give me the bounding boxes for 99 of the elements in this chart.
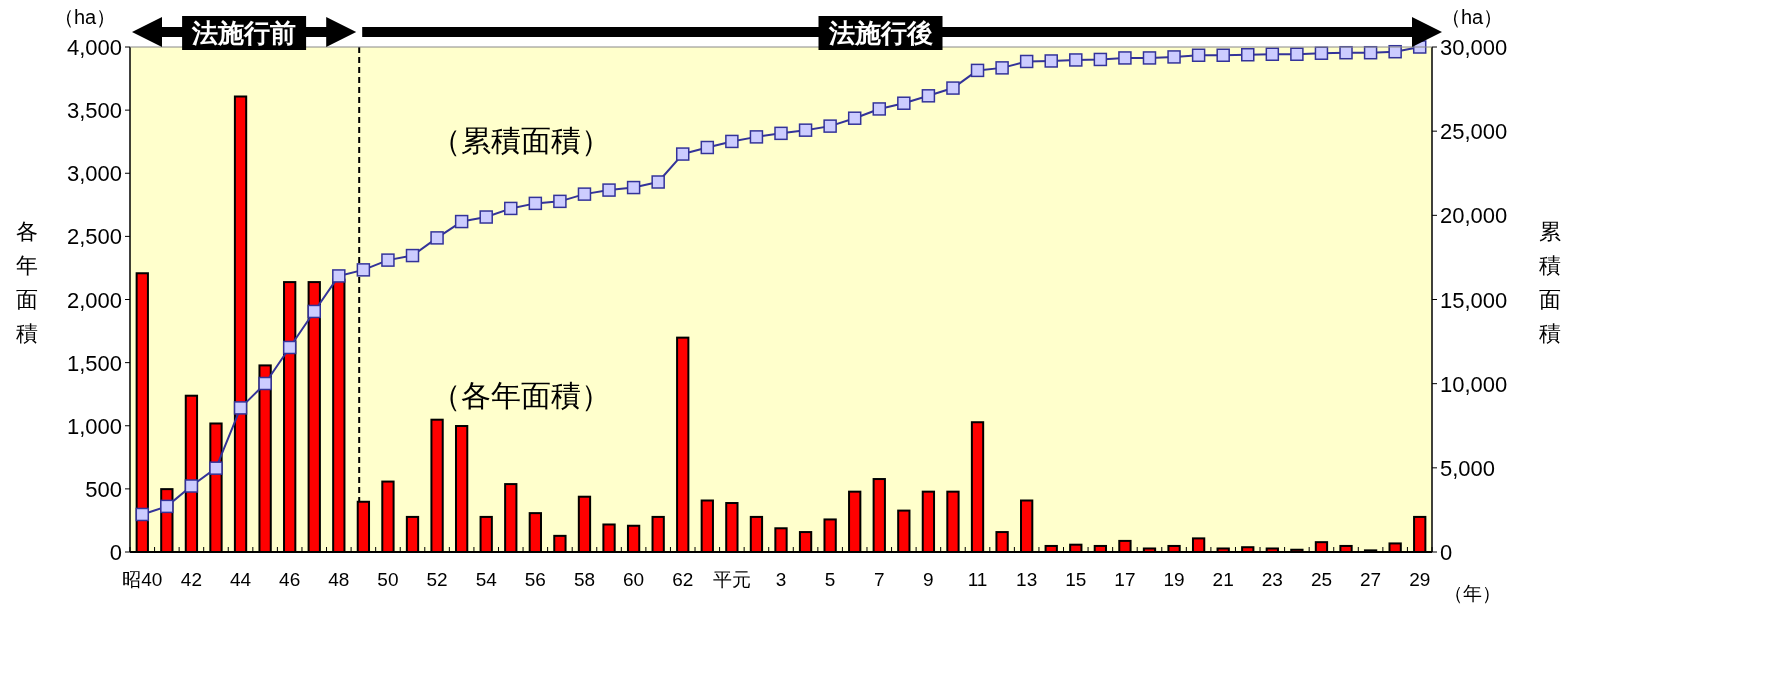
point — [602, 183, 616, 197]
point — [405, 248, 420, 263]
x-tick-label: 54 — [475, 569, 498, 590]
x-tick-label: 25 — [1310, 569, 1333, 590]
x-tick-label: 5 — [824, 569, 836, 590]
y-tick-label: 2,000 — [66, 287, 122, 313]
x-tick-label: 44 — [229, 569, 252, 590]
y2-tick-label: 15,000 — [1440, 287, 1508, 313]
x-tick-label: 13 — [1016, 569, 1038, 590]
point — [454, 214, 469, 229]
x-tick-label: 48 — [328, 569, 350, 590]
point — [651, 175, 665, 189]
y-tick-label: 500 — [85, 476, 122, 502]
annotation: 法施行後 — [827, 18, 933, 48]
point — [233, 401, 248, 415]
x-tick-label: 56 — [524, 569, 546, 590]
point — [504, 201, 518, 216]
x-tick-label: 62 — [672, 569, 694, 590]
point — [774, 126, 788, 141]
point — [258, 376, 272, 391]
x-tick-label: 15 — [1065, 569, 1087, 590]
text: （ha） — [1440, 6, 1504, 28]
point — [675, 147, 690, 161]
point — [823, 119, 837, 133]
y2-tick-label: 20,000 — [1440, 203, 1508, 229]
point — [1191, 48, 1206, 62]
y-tick-label: 1,500 — [66, 350, 122, 376]
x-tick-label: 42 — [180, 569, 202, 590]
point — [381, 253, 395, 267]
point — [798, 123, 813, 137]
point — [700, 140, 715, 155]
x-tick-label: 21 — [1212, 569, 1234, 590]
point — [1093, 52, 1108, 67]
x-tick-label: 52 — [426, 569, 448, 590]
x-tick-label: 23 — [1261, 569, 1283, 590]
point — [282, 340, 297, 355]
x-tick-label: 19 — [1163, 569, 1185, 590]
x-tick-label: 7 — [873, 569, 885, 590]
point — [872, 102, 887, 116]
y2-tick-label: 10,000 — [1440, 371, 1508, 397]
point — [479, 210, 493, 224]
x-axis-title: （年） — [1443, 583, 1501, 604]
point — [1019, 54, 1034, 69]
x-tick-label: 9 — [923, 569, 934, 590]
point — [1118, 51, 1132, 65]
y-tick-label: 4,000 — [66, 35, 122, 60]
x-tick-label: 17 — [1114, 569, 1136, 590]
point — [995, 61, 1009, 75]
y-tick-label: 3,500 — [66, 98, 122, 124]
y2-axis-title: 累積面積 — [1539, 218, 1561, 346]
x-tick-label: 3 — [775, 569, 787, 590]
point — [553, 194, 567, 209]
series-label: （各年面積） — [430, 378, 611, 412]
y-tick-label: 3,000 — [66, 161, 122, 187]
x-tick-label: 60 — [623, 569, 645, 590]
point — [626, 180, 641, 195]
point — [356, 263, 371, 277]
point — [1069, 53, 1083, 67]
point — [430, 231, 444, 245]
point — [160, 499, 174, 514]
point — [1044, 54, 1058, 68]
point — [749, 130, 764, 144]
point — [135, 507, 150, 522]
point — [528, 196, 543, 211]
annotation: 法施行前 — [191, 18, 297, 48]
x-tick-label: 昭40 — [122, 569, 163, 590]
point — [725, 134, 739, 149]
y2-tick-label: 25,000 — [1440, 119, 1508, 145]
y-tick-label: 2,500 — [66, 224, 122, 250]
point — [921, 89, 936, 103]
text: （ha） — [53, 6, 117, 28]
point — [307, 304, 321, 319]
y2-tick-label: 30,000 — [1440, 35, 1508, 60]
point — [847, 111, 862, 125]
point — [1265, 47, 1280, 61]
point — [970, 63, 985, 78]
x-tick-label: 11 — [967, 569, 988, 590]
y-tick-label: 1,000 — [66, 413, 122, 439]
point — [577, 187, 592, 201]
series-label: （累積面積） — [430, 123, 611, 157]
y-axis-title: 各年面積 — [16, 218, 38, 346]
point — [1167, 50, 1181, 64]
x-tick-label: 29 — [1409, 569, 1431, 590]
point — [1241, 47, 1255, 62]
x-tick-label: 46 — [279, 569, 301, 590]
y-tick-label: 0 — [109, 540, 122, 565]
point — [1142, 51, 1157, 65]
x-tick-label: 50 — [377, 569, 399, 590]
y2-tick-label: 5,000 — [1440, 455, 1496, 481]
point — [1290, 47, 1304, 61]
x-tick-label: 27 — [1360, 569, 1382, 590]
point — [897, 96, 911, 110]
point — [184, 479, 199, 493]
point — [332, 269, 346, 283]
point — [1216, 48, 1230, 62]
x-tick-label: 平元 — [712, 569, 751, 590]
x-tick-label: 58 — [573, 569, 596, 590]
point — [946, 81, 960, 95]
y2-tick-label: 0 — [1440, 540, 1453, 565]
